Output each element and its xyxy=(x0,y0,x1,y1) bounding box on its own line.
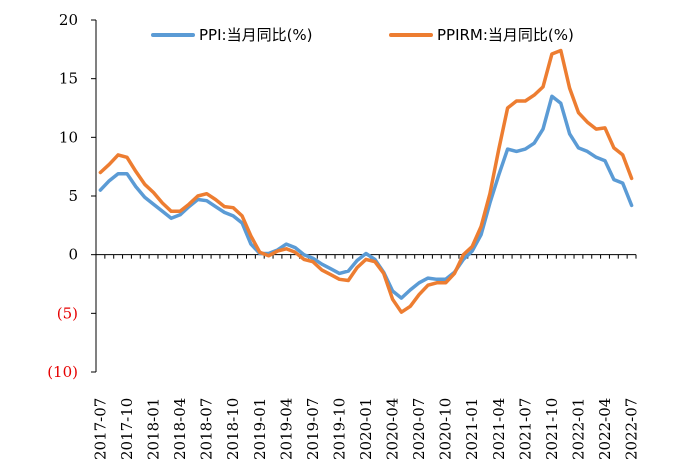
x-tick-label: 2019-04 xyxy=(277,398,295,460)
axes: 20 15 10 5 0 (5) (10) 2017-07 2017-10 2018-01 2018… xyxy=(47,11,640,460)
x-tick-label: 2020-04 xyxy=(384,398,402,460)
y-tick-label: 20 xyxy=(59,11,78,29)
y-tick-label: (5) xyxy=(57,304,78,322)
x-tick-label: 2022-07 xyxy=(623,398,641,460)
x-tick-label: 2019-01 xyxy=(251,398,269,460)
x-tick-label: 2022-01 xyxy=(569,398,587,460)
x-tick-label: 2019-07 xyxy=(304,398,322,460)
legend-label-ppirm: PPIRM:当月同比(%) xyxy=(437,26,574,44)
x-tick-label: 2019-10 xyxy=(330,398,348,460)
y-tick-label: (10) xyxy=(47,363,78,381)
x-tick-label: 2021-04 xyxy=(490,398,508,460)
x-tick-label: 2018-10 xyxy=(224,398,242,460)
x-tick-label: 2022-04 xyxy=(596,398,614,460)
y-tick-label: 15 xyxy=(59,70,78,88)
legend: PPI:当月同比(%) PPIRM:当月同比(%) xyxy=(151,26,574,44)
x-tick-label: 2021-07 xyxy=(516,398,534,460)
x-tick-label: 2020-01 xyxy=(357,398,375,460)
y-tick-label: 10 xyxy=(59,128,78,146)
series-layer xyxy=(98,48,634,314)
x-tick-label: 2017-10 xyxy=(118,398,136,460)
x-tick-label: 2018-01 xyxy=(145,398,163,460)
x-tick-label: 2021-10 xyxy=(543,398,561,460)
x-tick-label: 2017-07 xyxy=(91,398,109,460)
x-tick-label: 2018-07 xyxy=(198,398,216,460)
x-tick-label: 2020-10 xyxy=(437,398,455,460)
legend-label-ppi: PPI:当月同比(%) xyxy=(199,26,313,44)
y-tick-label: 5 xyxy=(68,187,78,205)
series-line-ppirm xyxy=(98,48,634,314)
x-tick-label: 2021-01 xyxy=(463,398,481,460)
series-line-ppi xyxy=(98,94,634,300)
x-tick-label: 2018-04 xyxy=(171,398,189,460)
y-tick-label: 0 xyxy=(68,246,78,264)
x-tick-label: 2020-07 xyxy=(410,398,428,460)
